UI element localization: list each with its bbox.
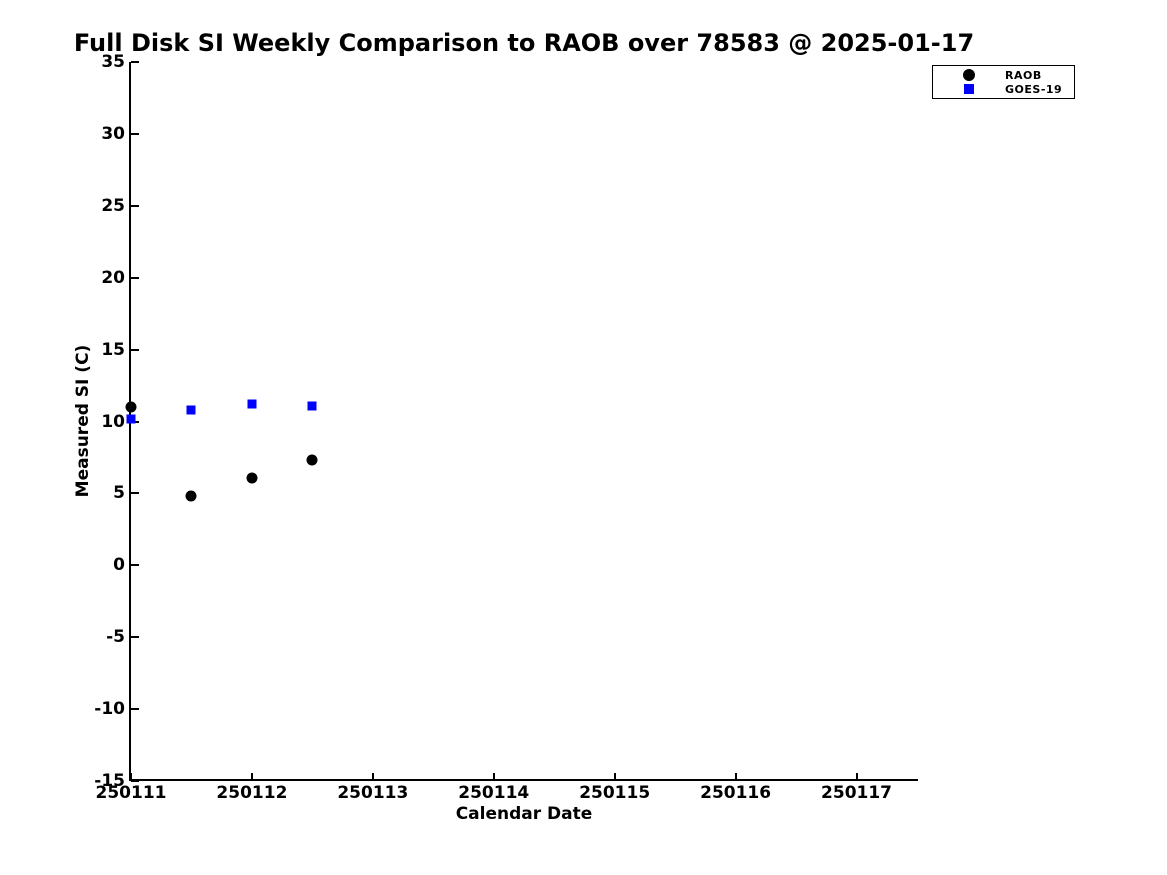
x-tick-label: 250116 — [700, 783, 772, 803]
legend-marker-cell — [933, 69, 1005, 81]
y-tick-label: 20 — [101, 267, 125, 288]
x-tick-label: 250111 — [95, 783, 167, 803]
plot-area — [131, 62, 917, 781]
y-tick — [131, 636, 139, 639]
y-tick — [131, 492, 139, 495]
y-tick-label: 30 — [101, 123, 125, 144]
y-tick — [131, 564, 139, 567]
y-tick — [131, 204, 139, 207]
y-tick — [131, 61, 139, 63]
y-tick — [131, 276, 139, 279]
data-point-goes-19 — [126, 414, 136, 424]
legend-item-goes-19: GOES-19 — [933, 82, 1074, 96]
goes-19-marker-icon — [964, 84, 974, 94]
y-tick-label: -15 — [94, 771, 125, 791]
y-tick-label: 0 — [113, 555, 125, 576]
legend-marker-cell — [933, 84, 1005, 94]
x-tick — [855, 773, 858, 781]
x-tick-label: 250112 — [216, 783, 288, 803]
data-point-raob — [125, 401, 137, 413]
data-point-goes-19 — [186, 405, 196, 415]
legend: RAOB GOES-19 — [932, 65, 1075, 99]
legend-label: GOES-19 — [1005, 82, 1063, 96]
chart-title: Full Disk SI Weekly Comparison to RAOB o… — [73, 29, 975, 57]
x-axis-label: Calendar Date — [455, 804, 593, 824]
y-tick-label: 15 — [101, 339, 125, 360]
x-tick — [250, 773, 253, 781]
x-tick-label: 250114 — [458, 783, 530, 803]
legend-item-raob: RAOB — [933, 68, 1074, 82]
y-tick-label: 5 — [113, 483, 125, 504]
y-tick-label: -10 — [94, 699, 125, 720]
raob-marker-icon — [963, 69, 975, 81]
x-tick-label: 250113 — [337, 783, 409, 803]
y-tick — [131, 132, 139, 135]
data-point-goes-19 — [307, 401, 317, 411]
y-tick-label: 35 — [101, 52, 125, 72]
x-tick — [371, 773, 374, 781]
x-tick — [734, 773, 737, 781]
y-axis-label: Measured SI (C) — [73, 344, 93, 498]
y-tick-label: 10 — [101, 411, 125, 432]
data-point-raob — [185, 490, 197, 502]
y-tick — [131, 780, 139, 782]
data-point-raob — [306, 454, 318, 466]
x-tick-label: 250117 — [821, 783, 893, 803]
data-point-raob — [246, 472, 258, 484]
x-tick — [613, 773, 616, 781]
y-tick — [131, 708, 139, 711]
y-tick — [131, 348, 139, 351]
y-tick-label: -5 — [106, 627, 125, 648]
x-axis-spine — [129, 779, 918, 781]
legend-label: RAOB — [1005, 68, 1042, 82]
x-tick — [130, 773, 132, 781]
x-tick — [492, 773, 495, 781]
data-point-goes-19 — [247, 399, 257, 409]
y-tick-label: 25 — [101, 195, 125, 216]
x-tick-label: 250115 — [579, 783, 651, 803]
